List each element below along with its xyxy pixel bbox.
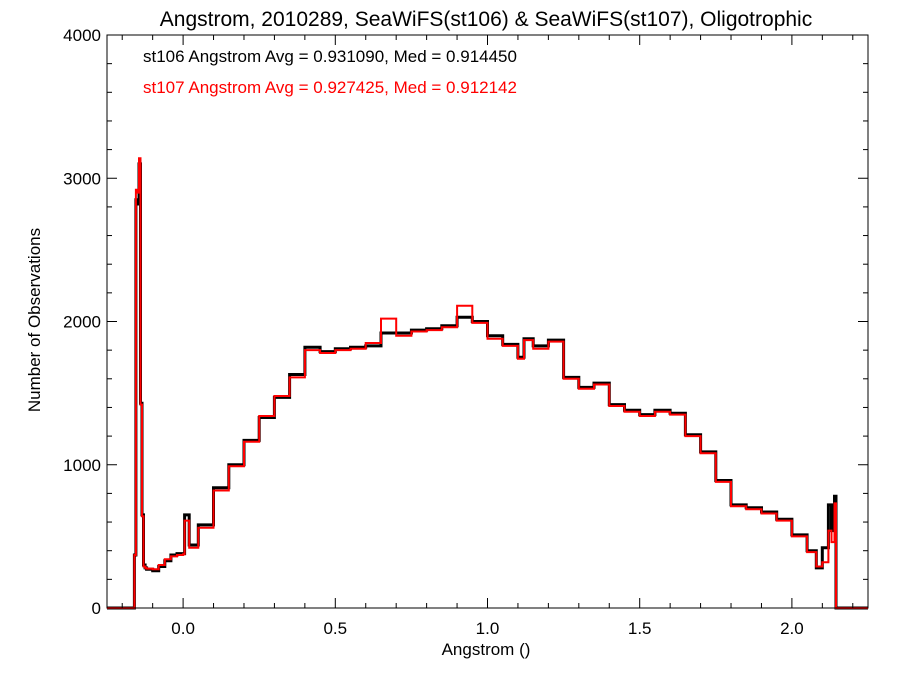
plot-area [106,34,869,610]
chart-title: Angstrom, 2010289, SeaWiFS(st106) & SeaW… [160,8,812,31]
legend-entry-st107: st107 Angstrom Avg = 0.927425, Med = 0.9… [143,78,517,97]
y-tick-label: 2000 [63,313,101,332]
series-line-st106 [107,162,868,610]
x-axis-title: Angstrom () [442,640,531,659]
x-tick-label: 1.5 [628,619,652,638]
x-tick-label: 1.0 [476,619,500,638]
x-tick-label: 0.5 [323,619,347,638]
y-tick-label: 4000 [63,26,101,45]
y-tick-label: 0 [92,599,101,618]
x-tick-label: 0.0 [171,619,195,638]
series-line-st107 [107,157,868,609]
y-axis-title: Number of Observations [25,228,44,412]
y-tick-label: 1000 [63,456,101,475]
y-tick-label: 3000 [63,169,101,188]
legend-entry-st106: st106 Angstrom Avg = 0.931090, Med = 0.9… [143,47,517,66]
x-tick-label: 2.0 [780,619,804,638]
